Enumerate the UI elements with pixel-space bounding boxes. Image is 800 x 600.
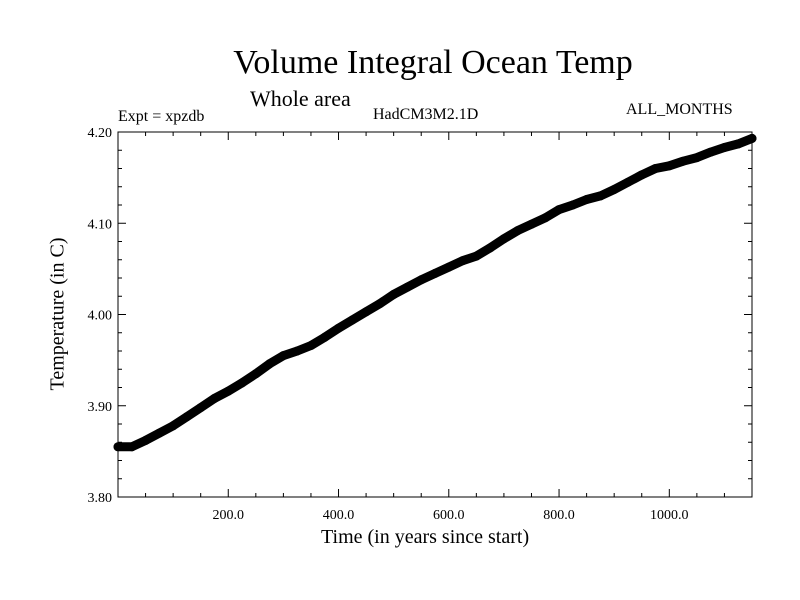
data-point: [609, 185, 619, 194]
x-tick-label: 1000.0: [650, 508, 689, 523]
x-tick-label: 600.0: [433, 508, 465, 523]
data-point: [375, 299, 385, 309]
data-point: [306, 341, 316, 350]
data-point: [513, 226, 523, 236]
chart-subtitle: Whole area: [250, 86, 351, 111]
months-label: ALL_MONTHS: [626, 101, 733, 118]
data-point: [141, 435, 151, 445]
data-point: [706, 147, 716, 157]
data-point: [733, 139, 743, 149]
data-point: [540, 213, 550, 223]
data-point: [292, 346, 302, 356]
x-tick-label: 800.0: [543, 508, 575, 523]
data-point: [334, 323, 343, 333]
data-point: [692, 153, 702, 163]
chart-title: Volume Integral Ocean Temp: [233, 44, 633, 81]
data-point: [127, 442, 137, 452]
y-tick-label: 4.00: [88, 309, 113, 324]
data-point: [278, 351, 288, 361]
data-point: [320, 332, 330, 342]
data-point: [251, 369, 261, 379]
x-tick-label: 200.0: [213, 508, 245, 523]
data-point: [389, 289, 399, 299]
data-point: [678, 156, 688, 166]
axis-tick-labels: 200.0 400.0 600.0 800.0 1000.0 3.80 3.90 4.00 4.…: [88, 126, 689, 523]
y-tick-label: 4.20: [88, 126, 113, 141]
data-point: [347, 315, 357, 325]
data-point: [499, 234, 509, 244]
data-point: [637, 170, 647, 180]
x-tick-label: 400.0: [323, 508, 355, 523]
data-point: [527, 219, 536, 229]
data-point: [623, 177, 633, 187]
data-point: [223, 386, 233, 396]
data-point: [265, 359, 275, 369]
data-point: [416, 275, 426, 285]
data-point: [210, 393, 219, 403]
model-label: HadCM3M2.1D: [373, 106, 479, 123]
y-tick-label: 4.10: [88, 217, 113, 232]
data-point: [444, 262, 454, 272]
data-point: [458, 256, 468, 266]
data-point: [568, 200, 578, 210]
data-point: [485, 243, 495, 253]
plot-frame: [117, 131, 753, 498]
data-point: [168, 421, 178, 431]
data-point: [361, 307, 371, 317]
data-point: [430, 268, 440, 278]
data-point: [664, 161, 674, 171]
data-point: [182, 412, 192, 422]
data-point: [651, 164, 660, 173]
data-point: [196, 403, 206, 413]
data-point: [402, 282, 412, 292]
data-point: [719, 143, 729, 152]
data-point: [237, 378, 247, 388]
data-point: [471, 251, 481, 261]
data-point: [554, 205, 564, 215]
x-axis-label: Time (in years since start): [321, 526, 530, 548]
data-point: [595, 191, 605, 201]
axis-ticks: [118, 132, 752, 497]
data-point: [582, 195, 592, 204]
series-group: [113, 133, 757, 452]
y-tick-label: 3.90: [88, 400, 113, 415]
y-tick-label: 3.80: [88, 491, 113, 506]
experiment-label: Expt = xpzdb: [118, 108, 205, 125]
data-point: [154, 428, 164, 438]
